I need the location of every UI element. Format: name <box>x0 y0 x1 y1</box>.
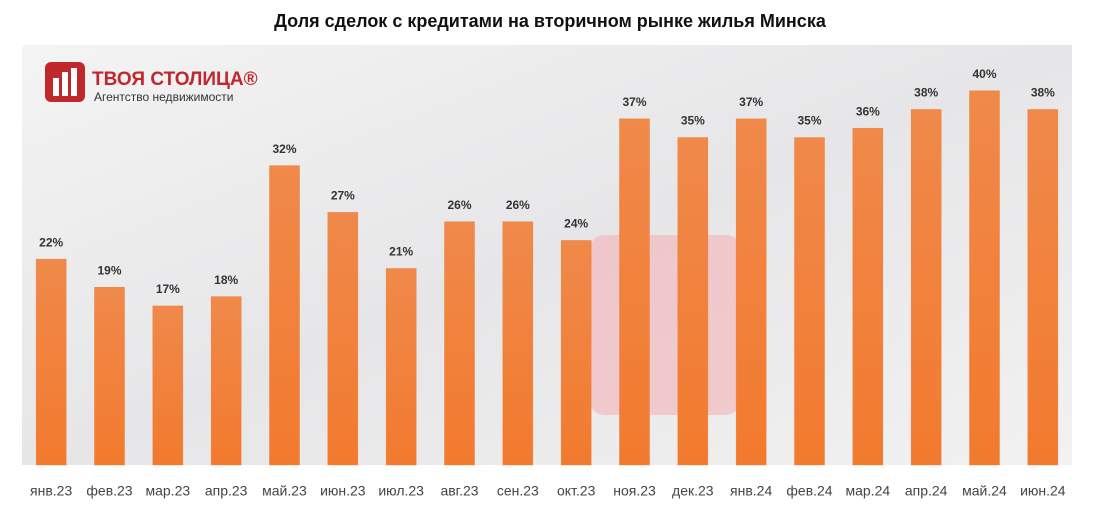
bar <box>735 118 767 466</box>
x-tick-label: май.24 <box>962 483 1007 499</box>
x-tick-label: ноя.23 <box>613 483 656 499</box>
data-label: 17% <box>156 282 180 296</box>
logo-icon-part <box>71 68 77 96</box>
data-label: 21% <box>389 245 413 259</box>
data-label: 19% <box>97 263 121 277</box>
data-label: 26% <box>506 198 530 212</box>
bar <box>385 268 417 466</box>
x-tick-label: май.23 <box>262 483 307 499</box>
x-tick-label: мар.24 <box>845 483 890 499</box>
data-label: 35% <box>681 114 705 128</box>
x-tick-label: сен.23 <box>497 483 539 499</box>
bar <box>794 137 825 466</box>
x-tick-label: июн.23 <box>320 483 366 499</box>
x-tick-label: апр.23 <box>205 483 248 499</box>
brand-name: ТВОЯ СТОЛИЦА® <box>92 69 258 90</box>
data-label: 32% <box>272 142 296 156</box>
background-photo <box>22 45 1072 465</box>
x-tick-label: янв.23 <box>30 483 72 499</box>
bar <box>852 127 884 466</box>
data-label: 38% <box>1031 86 1055 100</box>
x-tick-label: апр.24 <box>905 483 948 499</box>
x-tick-label: мар.23 <box>145 483 190 499</box>
x-tick-label: фев.23 <box>86 483 132 499</box>
x-tick-label: дек.23 <box>672 483 714 499</box>
logo-icon-part <box>53 78 59 96</box>
data-label: 38% <box>914 86 938 100</box>
x-tick-label: фев.24 <box>786 483 832 499</box>
data-label: 22% <box>39 235 63 249</box>
bar <box>444 221 475 466</box>
brand-tagline: Агентство недвижимости <box>94 90 234 104</box>
x-tick-label: июн.24 <box>1020 483 1066 499</box>
bar <box>619 118 650 466</box>
data-label: 35% <box>797 114 821 128</box>
data-label: 36% <box>856 104 880 118</box>
bar <box>94 286 125 466</box>
data-label: 18% <box>214 273 238 287</box>
data-label: 24% <box>564 217 588 231</box>
data-label: 40% <box>972 67 996 81</box>
data-label: 27% <box>331 189 355 203</box>
bar <box>560 240 592 466</box>
bar <box>35 258 67 466</box>
background-cube <box>590 235 740 415</box>
bar <box>969 90 1000 466</box>
bar <box>677 137 709 466</box>
bar <box>210 296 242 466</box>
data-label: 26% <box>447 198 471 212</box>
bar <box>152 305 184 466</box>
bar <box>327 212 359 466</box>
bar <box>1027 109 1059 466</box>
bar <box>910 109 942 466</box>
x-tick-label: авг.23 <box>440 483 478 499</box>
x-tick-label: июл.23 <box>378 483 424 499</box>
logo: ТВОЯ СТОЛИЦА® Агентство недвижимости <box>45 62 258 104</box>
logo-icon-part <box>62 72 68 96</box>
data-label: 37% <box>622 95 646 109</box>
chart-title: Доля сделок с кредитами на вторичном рын… <box>274 11 827 31</box>
x-tick-label: янв.24 <box>730 483 772 499</box>
x-tick-label: окт.23 <box>557 483 596 499</box>
bar <box>269 165 300 466</box>
bar <box>502 221 534 466</box>
data-label: 37% <box>739 95 763 109</box>
